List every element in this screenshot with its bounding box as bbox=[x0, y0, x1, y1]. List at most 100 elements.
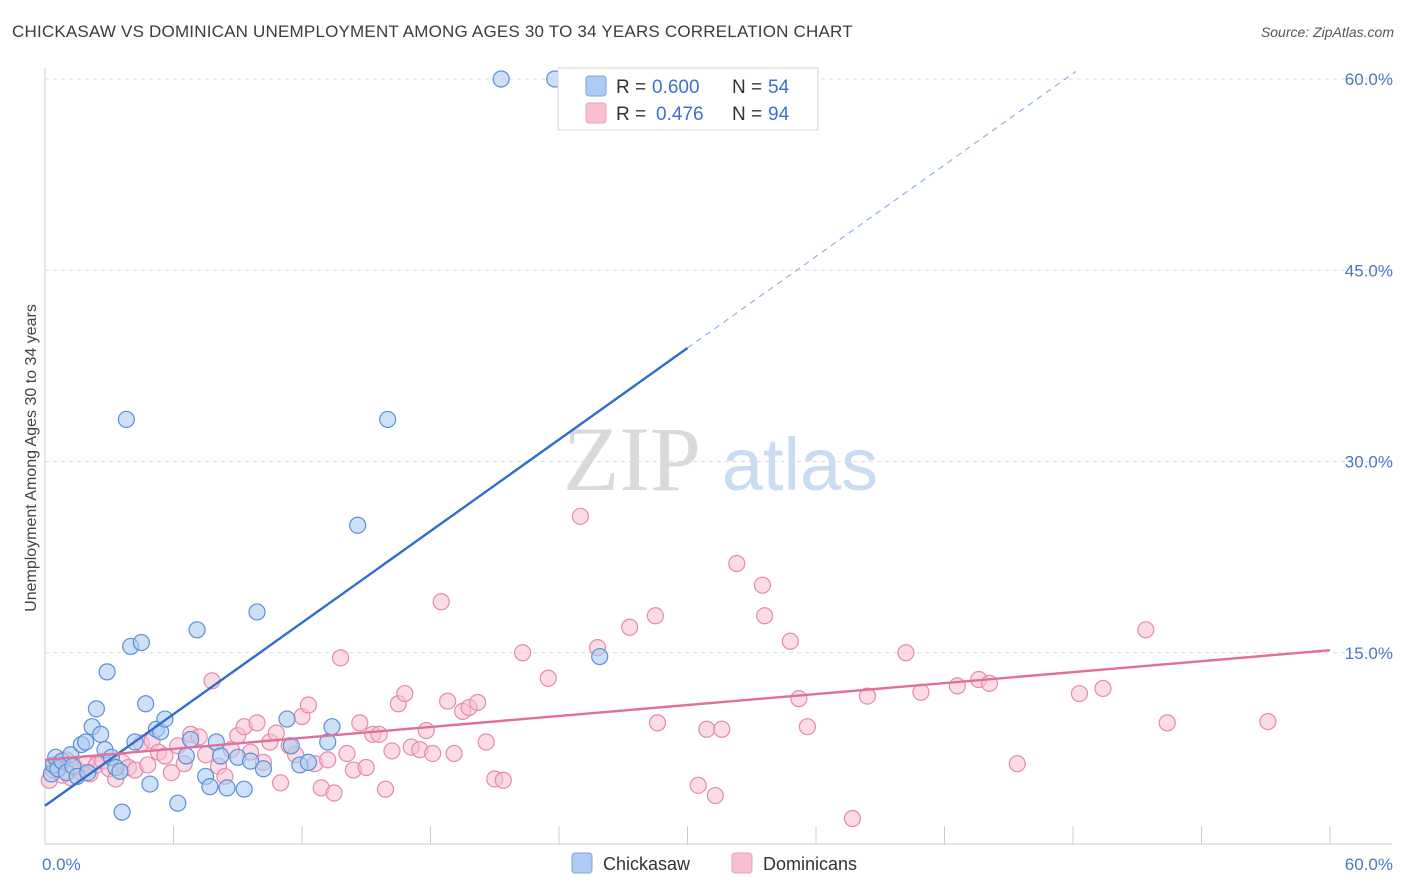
chickasaw-trend-line bbox=[44, 347, 689, 807]
chickasaw-point-10 bbox=[77, 733, 95, 751]
legend-n-value-dominican: 94 bbox=[768, 104, 790, 125]
dominican-point-72 bbox=[513, 644, 532, 662]
dominican-point-71 bbox=[494, 771, 512, 789]
bottom-legend-label-chickasaw: Chickasaw bbox=[603, 854, 691, 874]
dominican-point-91 bbox=[897, 644, 915, 662]
y-axis-label: Unemployment Among Ages 30 to 34 years bbox=[23, 304, 40, 612]
y-tick-label-2: 45.0% bbox=[1345, 261, 1393, 280]
dominican-point-81 bbox=[706, 786, 724, 805]
chickasaw-point-50 bbox=[349, 516, 367, 534]
chickasaw-point-14 bbox=[92, 725, 110, 743]
bottom-legend-swatch-dominican bbox=[731, 852, 753, 874]
chickasaw-point-20 bbox=[113, 803, 131, 821]
tick-labels: 15.0% 30.0% 45.0% 60.0% 0.0% 60.0% bbox=[42, 70, 1393, 874]
dominican-point-58 bbox=[396, 684, 414, 703]
dominican-point-82 bbox=[713, 720, 731, 738]
dominican-point-84 bbox=[753, 576, 772, 594]
chickasaw-point-16 bbox=[98, 663, 116, 681]
dominican-trend-line bbox=[44, 649, 1331, 762]
dominican-point-88 bbox=[798, 718, 817, 736]
dominican-point-39 bbox=[271, 774, 290, 792]
chickasaw-point-19 bbox=[111, 762, 129, 780]
dominican-point-101 bbox=[1259, 712, 1277, 731]
dominican-point-43 bbox=[299, 696, 318, 714]
dominican-point-54 bbox=[370, 725, 388, 743]
legend-swatch-dominican bbox=[585, 102, 607, 124]
dominican-point-69 bbox=[477, 733, 495, 751]
chickasaw-point-25 bbox=[137, 695, 155, 713]
dominican-point-56 bbox=[383, 742, 401, 760]
dominican-point-93 bbox=[948, 677, 966, 695]
dominican-point-52 bbox=[357, 758, 375, 777]
y-tick-label-1: 30.0% bbox=[1345, 453, 1393, 472]
chickasaw-point-40 bbox=[235, 780, 253, 798]
chickasaw-point-21 bbox=[117, 410, 135, 429]
dominican-point-80 bbox=[698, 720, 716, 738]
bottom-legend-swatch-chickasaw bbox=[571, 852, 593, 874]
chickasaw-point-37 bbox=[212, 747, 230, 765]
bottom-legend-label-dominican: Dominicans bbox=[763, 854, 857, 874]
chickasaw-point-13 bbox=[87, 700, 106, 718]
dominican-point-73 bbox=[539, 669, 557, 687]
chickasaw-point-30 bbox=[169, 794, 187, 812]
dominican-point-55 bbox=[376, 780, 395, 798]
chickasaw-point-42 bbox=[248, 603, 266, 621]
chickasaw-point-43 bbox=[254, 760, 273, 778]
chickasaw-point-35 bbox=[201, 778, 219, 796]
dominican-point-97 bbox=[1070, 684, 1089, 703]
dominican-point-79 bbox=[689, 776, 707, 794]
chickasaw-points bbox=[42, 70, 609, 821]
watermark-zip: ZIP bbox=[563, 408, 701, 510]
chickasaw-point-51 bbox=[379, 410, 397, 429]
dominican-point-61 bbox=[417, 721, 435, 740]
dominican-point-100 bbox=[1158, 714, 1176, 732]
y-tick-label-0: 15.0% bbox=[1345, 644, 1393, 663]
legend-r-label-dominican: R = bbox=[616, 104, 646, 125]
watermark: ZIP atlas bbox=[563, 408, 878, 510]
dominican-point-87 bbox=[790, 690, 808, 708]
dominican-point-68 bbox=[469, 693, 487, 712]
dominican-point-77 bbox=[646, 607, 664, 625]
chickasaw-point-11 bbox=[79, 763, 97, 782]
dominican-point-49 bbox=[338, 744, 356, 763]
legend-r-value-dominican: 0.476 bbox=[656, 104, 704, 125]
dominican-point-89 bbox=[843, 809, 862, 828]
legend-r-label-chickasaw: R = bbox=[616, 77, 646, 98]
dominican-point-99 bbox=[1137, 621, 1155, 639]
dominican-point-22 bbox=[162, 763, 180, 782]
dominican-point-76 bbox=[621, 618, 639, 636]
chickasaw-point-44 bbox=[278, 710, 296, 728]
dominican-point-65 bbox=[445, 744, 463, 763]
x-tick-label-0: 0.0% bbox=[42, 855, 81, 874]
x-tick-label-1: 60.0% bbox=[1345, 855, 1393, 874]
legend-n-value-chickasaw: 54 bbox=[768, 77, 790, 98]
chickasaw-point-49 bbox=[323, 718, 341, 736]
dominican-point-64 bbox=[439, 692, 457, 710]
dominican-point-98 bbox=[1094, 679, 1112, 698]
chickasaw-point-38 bbox=[218, 779, 236, 797]
watermark-atlas: atlas bbox=[722, 423, 878, 506]
y-tick-label-3: 60.0% bbox=[1345, 70, 1393, 89]
dominican-point-46 bbox=[319, 751, 337, 769]
dominican-point-86 bbox=[781, 632, 799, 650]
dominican-point-47 bbox=[325, 784, 343, 802]
legend-n-label-chickasaw: N = bbox=[732, 77, 762, 98]
dominican-point-51 bbox=[351, 714, 369, 732]
stats-legend: R = 0.600 N = 54 R = 0.476 N = 94 bbox=[557, 67, 819, 131]
legend-n-label-dominican: N = bbox=[732, 104, 762, 125]
chickasaw-point-31 bbox=[177, 747, 195, 765]
dominican-points bbox=[40, 507, 1277, 828]
chickasaw-trend-extension bbox=[687, 70, 1077, 349]
dominican-point-78 bbox=[648, 714, 667, 732]
dominican-point-74 bbox=[571, 507, 590, 525]
chickasaw-point-26 bbox=[141, 775, 159, 793]
trend-lines bbox=[44, 70, 1331, 807]
dominican-point-18 bbox=[139, 756, 157, 774]
source-credit: Source: ZipAtlas.com bbox=[1260, 24, 1394, 40]
dominican-point-62 bbox=[424, 744, 442, 763]
dominican-point-27 bbox=[197, 746, 215, 764]
dominican-point-63 bbox=[432, 593, 450, 611]
chickasaw-point-32 bbox=[182, 730, 200, 749]
axes bbox=[44, 68, 1392, 845]
